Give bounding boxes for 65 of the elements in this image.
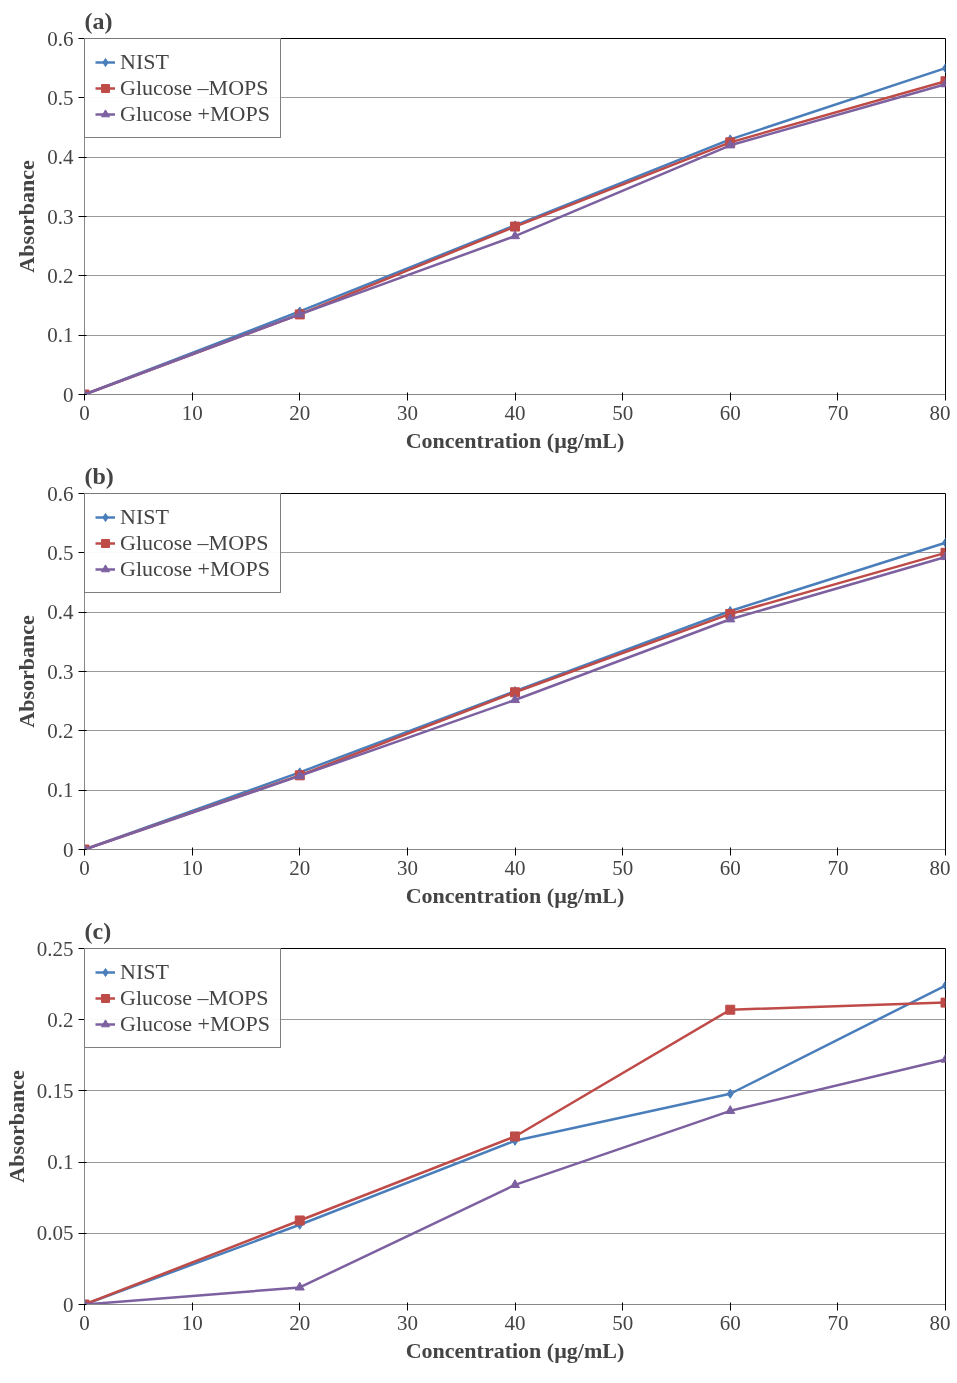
x-tick-label: 0 bbox=[79, 400, 90, 425]
x-tick-label: 0 bbox=[79, 855, 90, 880]
x-tick-label: 60 bbox=[719, 1310, 741, 1335]
x-tick-label: 30 bbox=[396, 400, 418, 425]
y-tick-label: 0.15 bbox=[36, 1078, 74, 1103]
y-tick-label: 0.5 bbox=[47, 540, 74, 565]
y-tick-label: 0.4 bbox=[47, 145, 74, 170]
y-tick-label: 0.5 bbox=[47, 85, 74, 110]
y-axis-title: Absorbance bbox=[3, 1070, 29, 1183]
text: (a) bbox=[84, 7, 113, 34]
y-tick-label: 0.2 bbox=[47, 263, 74, 288]
text: (c) bbox=[84, 917, 112, 944]
legend-label: Glucose –MOPS bbox=[120, 985, 269, 1011]
y-tick-label: 0.3 bbox=[47, 204, 74, 229]
x-axis-title: Concentration (µg/mL) bbox=[405, 1337, 625, 1363]
x-tick-label: 80 bbox=[929, 855, 951, 880]
x-axis-title: Concentration (µg/mL) bbox=[405, 427, 625, 453]
y-tick-label: 0.05 bbox=[36, 1221, 74, 1246]
y-tick-label: 0.1 bbox=[47, 323, 74, 348]
x-tick-label: 40 bbox=[504, 400, 526, 425]
text: (b) bbox=[84, 462, 114, 489]
x-tick-label: 80 bbox=[929, 400, 951, 425]
x-tick-label: 20 bbox=[289, 400, 311, 425]
y-axis-title: Absorbance bbox=[14, 160, 40, 273]
x-tick-label: 60 bbox=[719, 855, 741, 880]
y-tick-label: 0.6 bbox=[47, 481, 74, 506]
x-tick-label: 10 bbox=[181, 400, 203, 425]
x-axis-title: Concentration (µg/mL) bbox=[405, 882, 625, 908]
x-tick-label: 40 bbox=[504, 1310, 526, 1335]
x-tick-label: 70 bbox=[827, 400, 849, 425]
x-tick-label: 10 bbox=[181, 1310, 203, 1335]
legend-label: Glucose +MOPS bbox=[120, 1011, 270, 1037]
y-tick-label: 0.2 bbox=[47, 1007, 74, 1032]
y-tick-label: 0.25 bbox=[36, 936, 74, 961]
x-tick-label: 80 bbox=[929, 1310, 951, 1335]
x-tick-label: 70 bbox=[827, 1310, 849, 1335]
x-tick-label: 50 bbox=[612, 400, 634, 425]
y-tick-label: 0.4 bbox=[47, 600, 74, 625]
y-tick-label: 0.2 bbox=[47, 718, 74, 743]
x-tick-label: 0 bbox=[79, 1310, 90, 1335]
x-tick-label: 30 bbox=[396, 1310, 418, 1335]
y-tick-label: 0 bbox=[63, 837, 74, 862]
legend-label: Glucose +MOPS bbox=[120, 101, 270, 127]
y-tick-label: 0 bbox=[63, 382, 74, 407]
legend-label: Glucose –MOPS bbox=[120, 530, 269, 556]
y-tick-label: 0.1 bbox=[47, 778, 74, 803]
legend-label: NIST bbox=[120, 959, 169, 985]
y-tick-label: 0.6 bbox=[47, 26, 74, 51]
x-tick-label: 50 bbox=[612, 855, 634, 880]
legend-label: NIST bbox=[120, 49, 169, 75]
y-tick-label: 0.3 bbox=[47, 659, 74, 684]
x-tick-label: 30 bbox=[396, 855, 418, 880]
legend-label: Glucose +MOPS bbox=[120, 556, 270, 582]
y-tick-label: 0.1 bbox=[47, 1150, 74, 1175]
x-tick-label: 40 bbox=[504, 855, 526, 880]
x-tick-label: 20 bbox=[289, 855, 311, 880]
y-tick-label: 0 bbox=[63, 1292, 74, 1317]
legend-label: Glucose –MOPS bbox=[120, 75, 269, 101]
x-tick-label: 20 bbox=[289, 1310, 311, 1335]
legend-label: NIST bbox=[120, 504, 169, 530]
x-tick-label: 10 bbox=[181, 855, 203, 880]
x-tick-label: 60 bbox=[719, 400, 741, 425]
x-tick-label: 70 bbox=[827, 855, 849, 880]
y-axis-title: Absorbance bbox=[14, 615, 40, 728]
x-tick-label: 50 bbox=[612, 1310, 634, 1335]
